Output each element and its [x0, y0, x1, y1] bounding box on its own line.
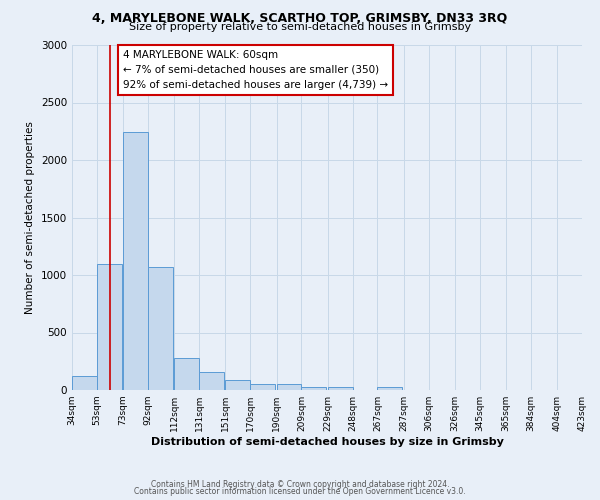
Bar: [72, 376, 97, 390]
Y-axis label: Number of semi-detached properties: Number of semi-detached properties: [25, 121, 35, 314]
Bar: [174, 358, 199, 390]
Bar: [148, 267, 173, 390]
Bar: [123, 132, 148, 390]
Bar: [250, 384, 275, 390]
Bar: [199, 372, 224, 390]
Text: 4 MARYLEBONE WALK: 60sqm
← 7% of semi-detached houses are smaller (350)
92% of s: 4 MARYLEBONE WALK: 60sqm ← 7% of semi-de…: [123, 50, 388, 90]
Text: Contains HM Land Registry data © Crown copyright and database right 2024.: Contains HM Land Registry data © Crown c…: [151, 480, 449, 489]
Text: Contains public sector information licensed under the Open Government Licence v3: Contains public sector information licen…: [134, 488, 466, 496]
X-axis label: Distribution of semi-detached houses by size in Grimsby: Distribution of semi-detached houses by …: [151, 437, 503, 447]
Text: 4, MARYLEBONE WALK, SCARTHO TOP, GRIMSBY, DN33 3RQ: 4, MARYLEBONE WALK, SCARTHO TOP, GRIMSBY…: [92, 12, 508, 26]
Bar: [226, 380, 250, 390]
Bar: [328, 387, 353, 390]
Text: Size of property relative to semi-detached houses in Grimsby: Size of property relative to semi-detach…: [129, 22, 471, 32]
Bar: [277, 384, 301, 390]
Bar: [377, 387, 403, 390]
Bar: [97, 264, 122, 390]
Bar: [301, 387, 326, 390]
